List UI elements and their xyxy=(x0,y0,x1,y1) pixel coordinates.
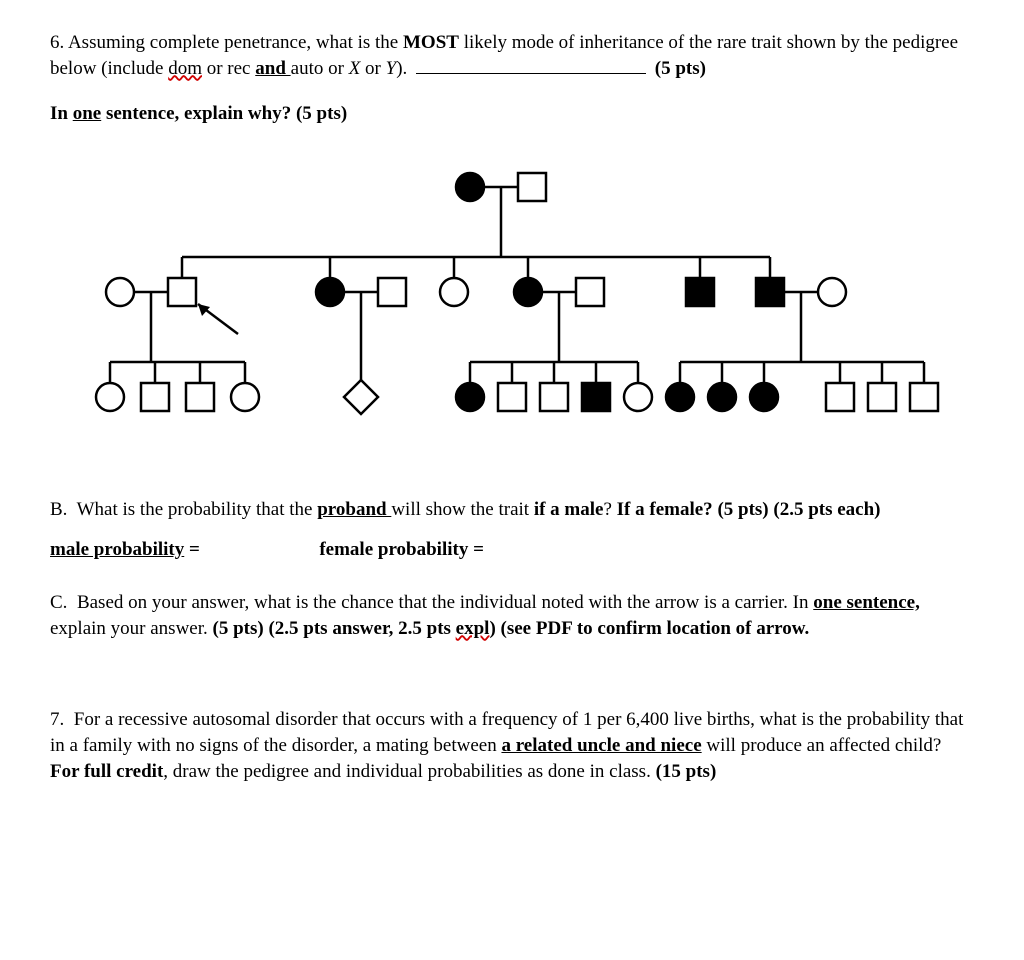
q6-explain: In one sentence, explain why? (5 pts) xyxy=(50,101,974,127)
female-prob-label: female probability = xyxy=(319,537,484,563)
probability-row: male probability = female probability = xyxy=(50,537,974,563)
pedigree-diagram xyxy=(50,157,974,457)
male-prob-label: male probability xyxy=(50,537,184,563)
question-7: 7. For a recessive autosomal disorder th… xyxy=(50,707,974,784)
part-c: C. Based on your answer, what is the cha… xyxy=(50,590,974,641)
q6-num: 6. xyxy=(50,32,64,53)
part-b: B. What is the probability that the prob… xyxy=(50,497,974,523)
question-6-prompt: 6. Assuming complete penetrance, what is… xyxy=(50,30,974,81)
answer-blank xyxy=(416,73,646,74)
